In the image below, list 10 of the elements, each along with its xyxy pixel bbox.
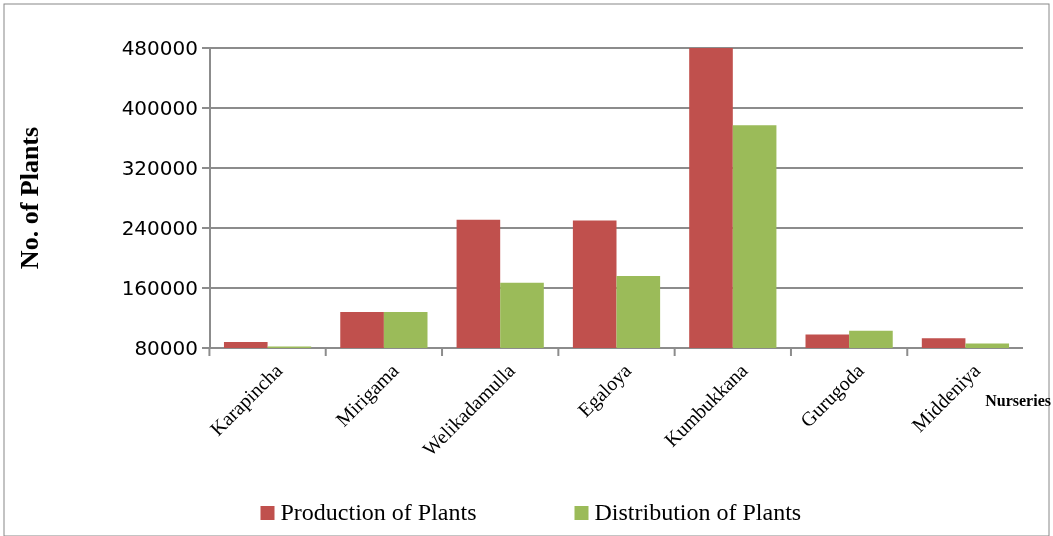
y-tick-label: 160000 xyxy=(121,276,198,300)
y-tick-label: 320000 xyxy=(121,156,198,180)
y-tick-label: 400000 xyxy=(121,96,198,120)
legend-label: Production of Plants xyxy=(280,499,477,525)
y-tick-label: 80000 xyxy=(134,336,198,360)
y-tick-label: 480000 xyxy=(121,36,198,60)
legend-label: Distribution of Plants xyxy=(594,499,802,525)
x-axis-title: Nurseries xyxy=(985,392,1051,409)
y-axis-title: No. of Plants xyxy=(15,126,44,270)
y-tick-label: 240000 xyxy=(121,216,198,240)
